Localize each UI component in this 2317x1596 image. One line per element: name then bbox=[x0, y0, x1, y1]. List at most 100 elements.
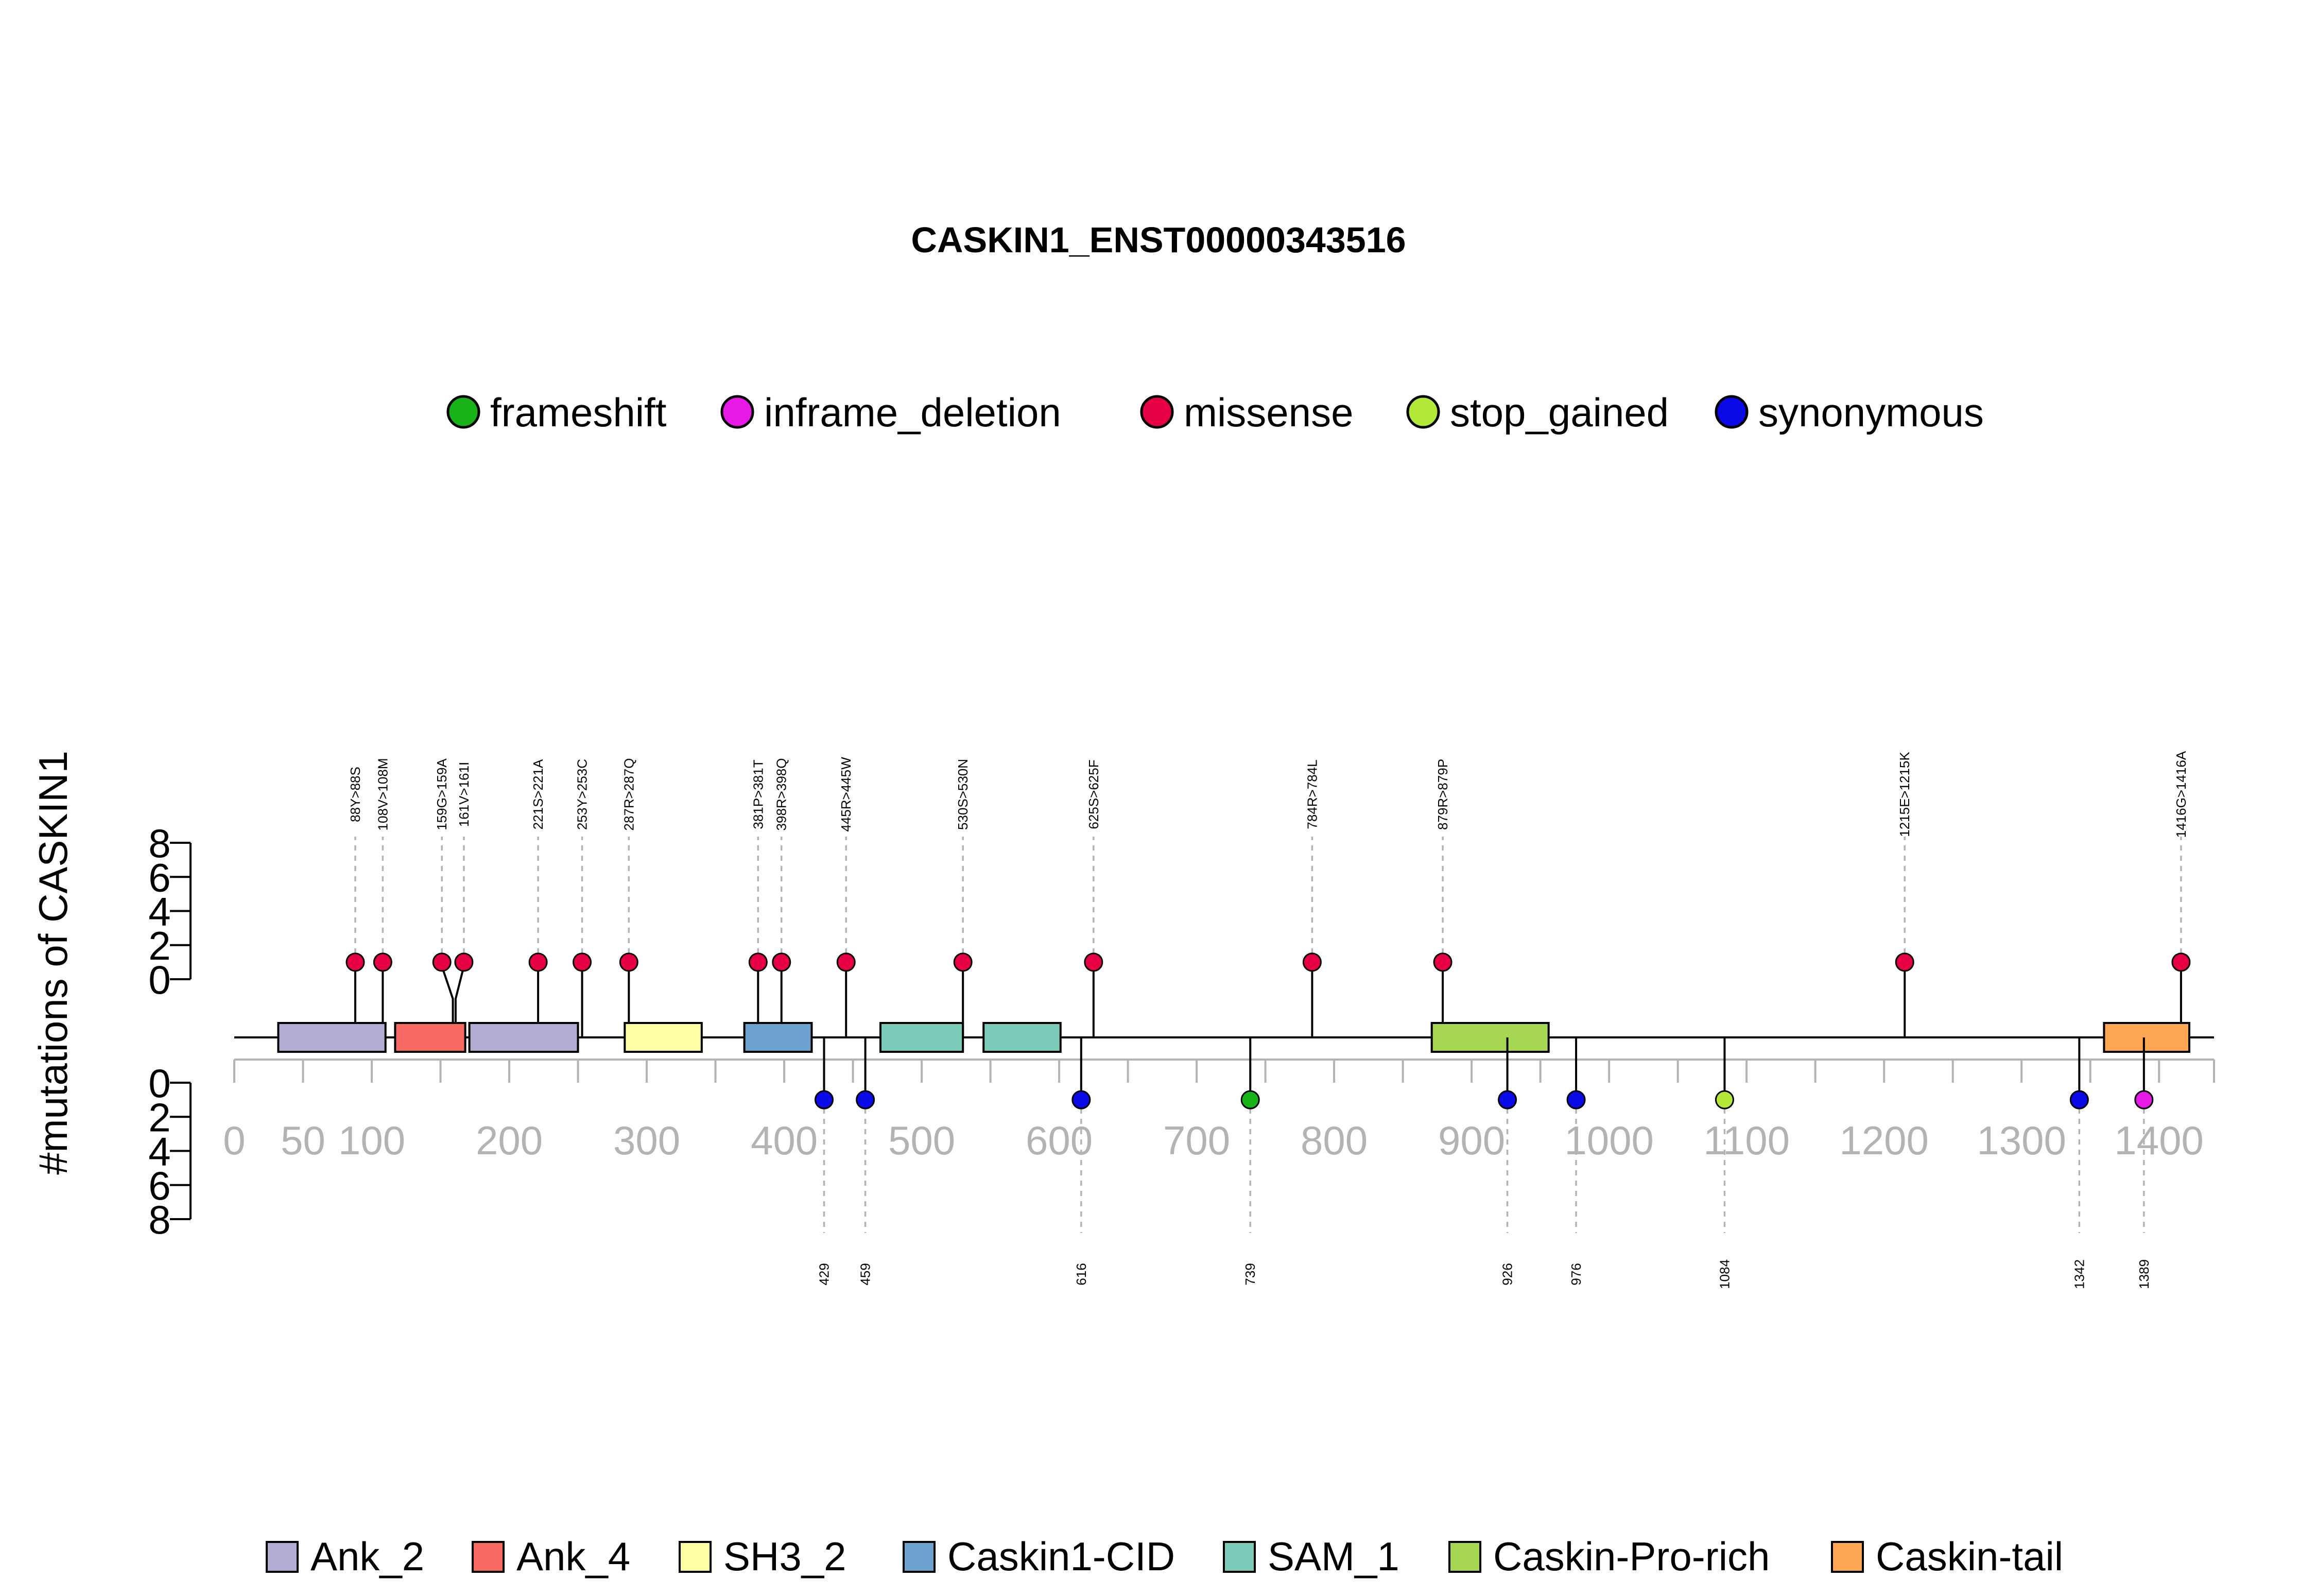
y-top-tick-label-2: 2 bbox=[148, 923, 170, 968]
domain-legend-label: SAM_1 bbox=[1268, 1534, 1399, 1579]
mutation-label: 739 bbox=[1242, 1263, 1258, 1285]
mutations-top: 88Y>88S 108V>108M 159G>159A 161V>161I 221S>2… bbox=[345, 751, 2191, 1037]
mutation-976: 976 bbox=[1566, 1037, 1586, 1286]
mutation-head bbox=[1498, 1090, 1517, 1109]
mutation-label: 784R>784L bbox=[1304, 759, 1320, 829]
mutation-159: 159G>159A bbox=[432, 758, 454, 1037]
mutation-label: 88Y>88S bbox=[348, 767, 363, 822]
domain-ank-4 bbox=[394, 1022, 466, 1053]
x-tick-label-400: 400 bbox=[751, 1118, 818, 1163]
mutation-label: 530S>530N bbox=[955, 759, 971, 830]
mutation-287: 287R>287Q bbox=[619, 758, 638, 1037]
legend-marker bbox=[720, 395, 754, 429]
x-tick-label-500: 500 bbox=[888, 1118, 955, 1163]
protein-domains bbox=[277, 1022, 2190, 1053]
x-tick-label-800: 800 bbox=[1301, 1118, 1368, 1163]
mutation-429: 429 bbox=[814, 1037, 834, 1286]
y-bottom-tick-label-4: 4 bbox=[148, 1129, 170, 1174]
domain-sam-1 bbox=[879, 1022, 964, 1053]
mutation-label: 616 bbox=[1074, 1263, 1089, 1285]
x-tick-label-900: 900 bbox=[1438, 1118, 1505, 1163]
x-tick-label-100: 100 bbox=[338, 1118, 405, 1163]
mutation-625: 625S>625F bbox=[1084, 759, 1103, 1037]
mutation-head bbox=[432, 952, 452, 972]
mutation-label: 1084 bbox=[1717, 1259, 1732, 1289]
mutation-161: 161V>161I bbox=[454, 762, 474, 1037]
y-top-tick-label-8: 8 bbox=[148, 821, 170, 866]
domain-legend-item-sh3-2: SH3_2 bbox=[679, 1534, 846, 1579]
mutation-label: 459 bbox=[858, 1263, 873, 1285]
domain-sh3-2 bbox=[624, 1022, 703, 1053]
mutation-530: 530S>530N bbox=[953, 759, 973, 1037]
mutation-221: 221S>221A bbox=[528, 759, 548, 1037]
legend-marker bbox=[1406, 395, 1440, 429]
mutation-head bbox=[1895, 952, 1914, 972]
mutation-1084: 1084 bbox=[1715, 1037, 1734, 1289]
legend-marker bbox=[1715, 395, 1749, 429]
mutation-head bbox=[1302, 952, 1322, 972]
x-tick-label-1100: 1100 bbox=[1703, 1118, 1790, 1163]
legend-marker bbox=[1140, 395, 1174, 429]
mutation-head bbox=[573, 952, 592, 972]
mutation-head bbox=[1715, 1090, 1734, 1109]
domain-legend-swatch bbox=[679, 1541, 712, 1573]
y-axis-label: #mutations of CASKIN1 bbox=[30, 751, 76, 1175]
mutation-head bbox=[528, 952, 548, 972]
legend-label: missense bbox=[1184, 390, 1353, 435]
domain-legend-item-ank-4: Ank_4 bbox=[472, 1534, 630, 1579]
mutation-label: 161V>161I bbox=[456, 762, 472, 827]
y-axis-label-group: #mutations of CASKIN1 bbox=[30, 751, 76, 1175]
legend-item-stop-gained: stop_gained bbox=[1406, 390, 1669, 435]
mutation-879: 879R>879P bbox=[1433, 759, 1453, 1037]
legend-label: frameshift bbox=[490, 390, 667, 435]
chart-title: CASKIN1_ENST00000343516 bbox=[911, 220, 1406, 260]
mutation-head bbox=[2171, 952, 2191, 972]
mutation-head bbox=[814, 1090, 834, 1109]
mutation-445: 445R>445W bbox=[836, 757, 856, 1037]
y-top-tick-label-0: 0 bbox=[148, 957, 170, 1002]
domain-legend-item-caskin-pro-rich: Caskin-Pro-rich bbox=[1448, 1534, 1770, 1579]
mutation-label: 879R>879P bbox=[1435, 759, 1450, 830]
mutation-1215: 1215E>1215K bbox=[1895, 752, 1914, 1037]
mutation-739: 739 bbox=[1240, 1037, 1260, 1286]
domain-caskin1-cid bbox=[743, 1022, 813, 1053]
legend-marker bbox=[446, 395, 480, 429]
mutation-459: 459 bbox=[856, 1037, 875, 1286]
domain-legend-label: SH3_2 bbox=[723, 1534, 846, 1579]
mutation-head bbox=[1433, 952, 1453, 972]
mutation-label: 1215E>1215K bbox=[1897, 752, 1912, 837]
mutation-label: 253Y>253C bbox=[575, 759, 590, 830]
x-tick-label-200: 200 bbox=[476, 1118, 543, 1163]
legend-item-missense: missense bbox=[1140, 390, 1353, 435]
legend-label: stop_gained bbox=[1450, 390, 1669, 435]
mutation-head bbox=[953, 952, 973, 972]
y-top-tick-label-4: 4 bbox=[148, 889, 170, 934]
x-tick-label-50: 50 bbox=[281, 1118, 325, 1163]
domain-legend-swatch bbox=[903, 1541, 936, 1573]
y-bottom-tick-label-6: 6 bbox=[148, 1163, 170, 1208]
x-tick-label-600: 600 bbox=[1026, 1118, 1093, 1163]
mutation-label: 1342 bbox=[2071, 1259, 2087, 1289]
mutation-head bbox=[772, 952, 791, 972]
mutation-253: 253Y>253C bbox=[573, 759, 592, 1037]
domain-legend-item-ank-2: Ank_2 bbox=[266, 1534, 424, 1579]
y-bottom-tick-label-8: 8 bbox=[148, 1197, 170, 1242]
mutation-head bbox=[1566, 1090, 1586, 1109]
mutation-label: 625S>625F bbox=[1086, 759, 1101, 829]
mutation-head bbox=[1071, 1090, 1091, 1109]
mutation-784: 784R>784L bbox=[1302, 759, 1322, 1037]
mutation-head bbox=[2069, 1090, 2089, 1109]
mutation-108: 108V>108M bbox=[373, 758, 392, 1037]
x-tick-label-1000: 1000 bbox=[1564, 1118, 1654, 1163]
x-tick-label-0: 0 bbox=[223, 1118, 245, 1163]
mutation-head bbox=[1240, 1090, 1260, 1109]
x-tick-label-1400: 1400 bbox=[2114, 1118, 2204, 1163]
mutation-398: 398R>398Q bbox=[772, 758, 791, 1037]
mutation-926: 926 bbox=[1498, 1037, 1517, 1286]
mutation-head bbox=[836, 952, 856, 972]
x-tick-label-1300: 1300 bbox=[1977, 1118, 2066, 1163]
mutation-head bbox=[2134, 1090, 2154, 1109]
